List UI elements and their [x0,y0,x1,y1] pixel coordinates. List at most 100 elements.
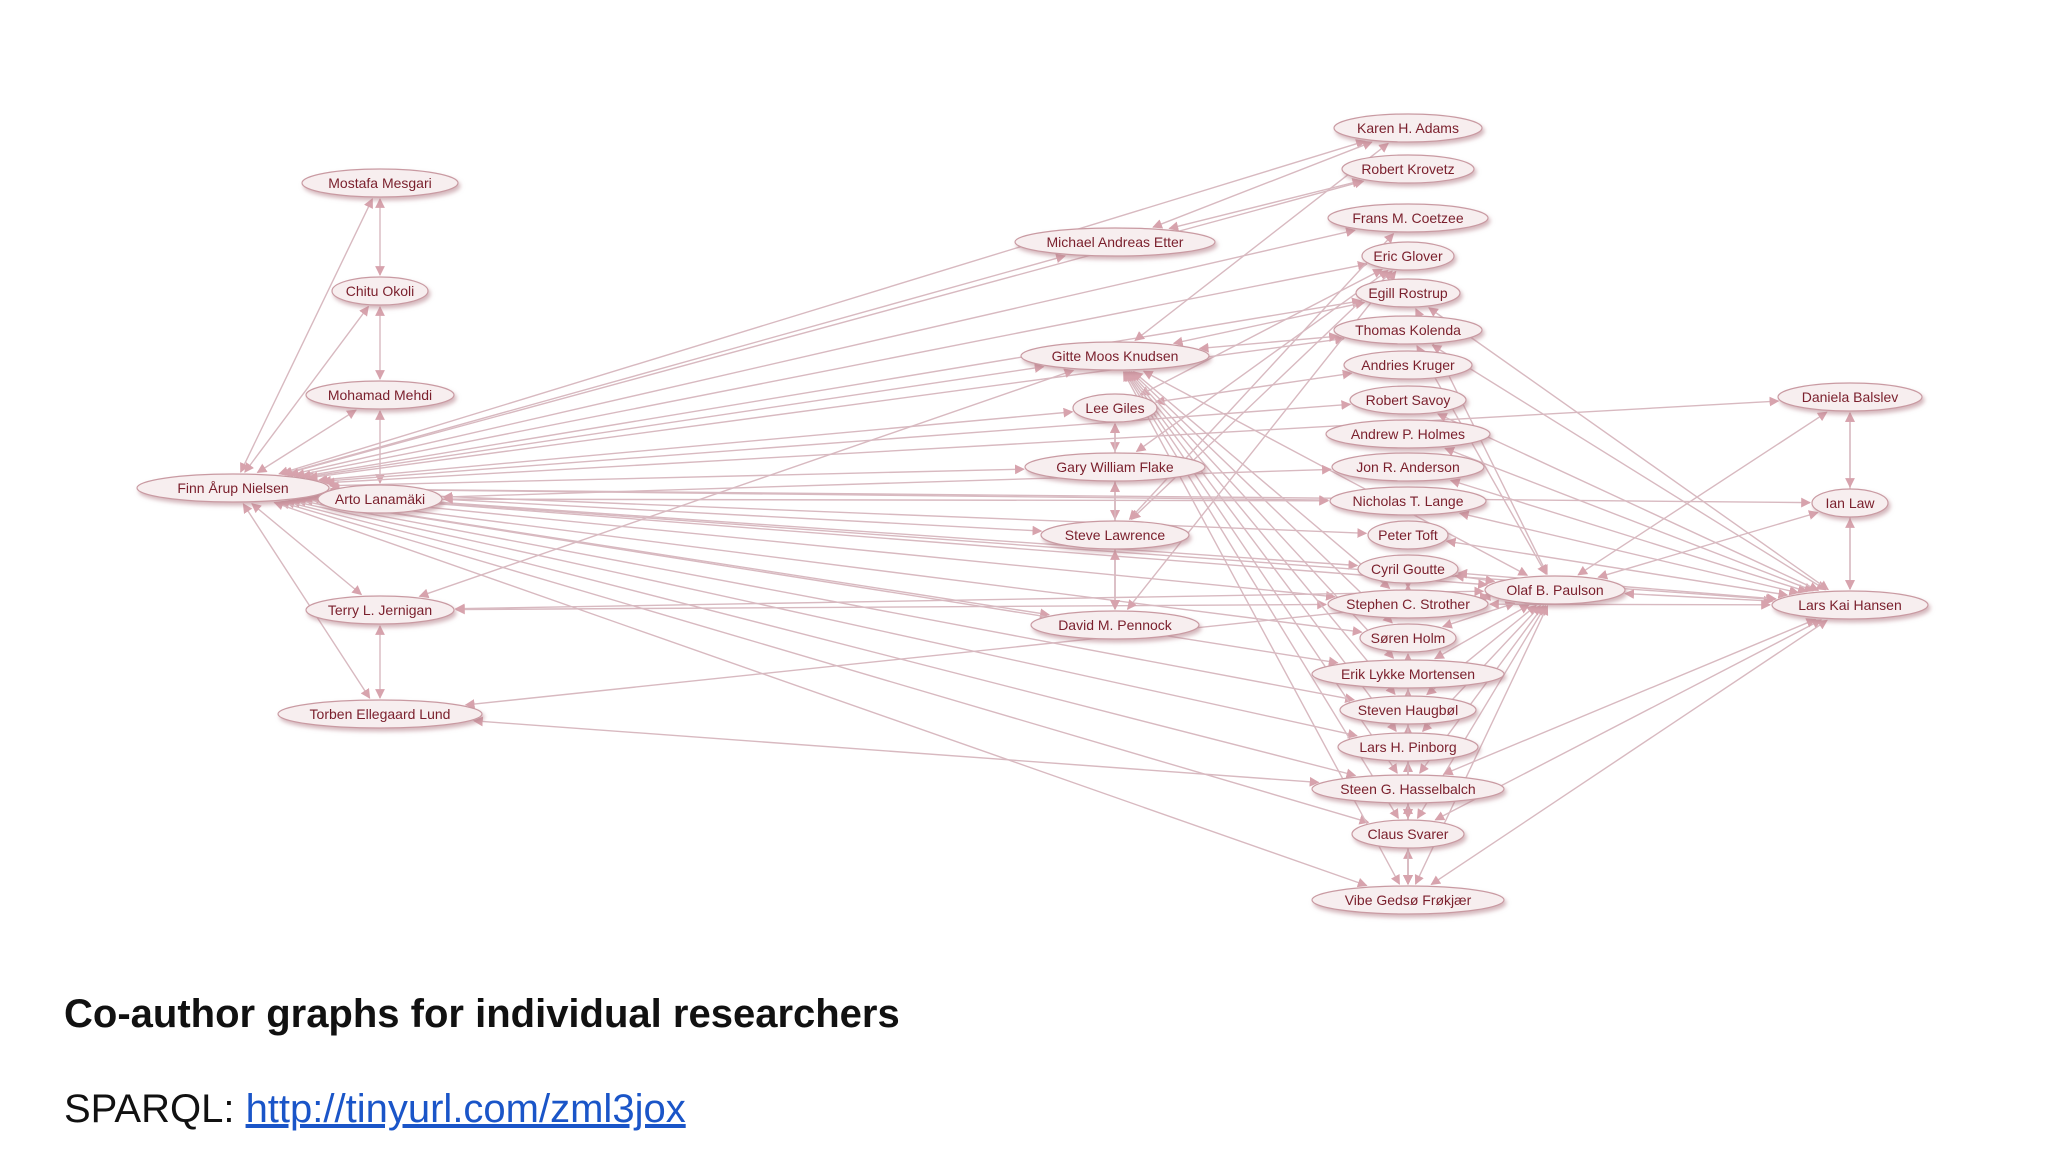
author-node-flake[interactable]: Gary William Flake [1024,452,1206,482]
author-node-label: Terry L. Jernigan [328,602,432,618]
author-node-haugbol[interactable]: Steven Haugbøl [1339,695,1477,725]
author-node-label: Nicholas T. Lange [1352,493,1463,509]
author-node-shape [301,168,459,198]
author-node-label: Erik Lykke Mortensen [1341,666,1475,682]
author-node-glover[interactable]: Eric Glover [1361,241,1455,271]
author-node-label: Arto Lanamäki [335,491,425,507]
author-node-mesgari[interactable]: Mostafa Mesgari [301,168,459,198]
coauthor-edge [1449,478,1808,594]
coauthor-edge [296,496,1356,703]
author-node-label: Daniela Balslev [1802,389,1899,405]
author-node-label: Ian Law [1825,495,1875,511]
coauthor-edge [290,497,1358,739]
coauthor-edge [442,464,1332,502]
author-node-label: Robert Savoy [1366,392,1451,408]
author-node-hasselbalch[interactable]: Steen G. Hasselbalch [1311,774,1505,804]
author-node-jernigan[interactable]: Terry L. Jernigan [305,595,455,625]
author-node-goutte[interactable]: Cyril Goutte [1357,554,1459,584]
author-node-adams[interactable]: Karen H. Adams [1333,113,1483,143]
author-node-label: Stephen C. Strother [1346,596,1470,612]
author-node-label: Torben Ellegaard Lund [310,706,451,722]
author-node-lange[interactable]: Nicholas T. Lange [1329,486,1487,516]
author-node-law[interactable]: Ian Law [1811,488,1889,518]
author-node-balslev[interactable]: Daniela Balslev [1777,382,1923,412]
author-node-shape [317,484,443,514]
author-node-label: Søren Holm [1371,630,1446,646]
author-node-holm[interactable]: Søren Holm [1359,623,1457,653]
sparql-link[interactable]: http://tinyurl.com/zml3jox [245,1087,686,1131]
author-node-hansen[interactable]: Lars Kai Hansen [1771,590,1929,620]
coauthor-edge [1428,307,1829,591]
author-node-label: Olaf B. Paulson [1506,582,1603,598]
slide-title: Co-author graphs for individual research… [64,992,900,1036]
coauthor-edge [1172,299,1366,347]
author-node-label: Thomas Kolenda [1355,322,1461,338]
coauthor-edge [443,494,1329,506]
author-node-finn[interactable]: Finn Årup Nielsen [136,473,330,503]
author-node-label: Karen H. Adams [1357,120,1459,136]
author-node-label: Andries Kruger [1361,357,1455,373]
author-node-label: Lars H. Pinborg [1359,739,1456,755]
coauthor-edge [328,464,1025,491]
author-node-label: Robert Krovetz [1361,161,1454,177]
author-node-krovetz[interactable]: Robert Krovetz [1341,154,1475,184]
author-node-label: Andrew P. Holmes [1351,426,1465,442]
author-node-shape [1811,488,1889,518]
author-node-okoli[interactable]: Chitu Okoli [331,276,429,306]
author-node-coetzee[interactable]: Frans M. Coetzee [1327,203,1489,233]
author-node-shape [1329,486,1487,516]
author-node-shape [1024,452,1206,482]
author-node-label: Lee Giles [1085,400,1144,416]
author-node-svarer[interactable]: Claus Svarer [1351,819,1465,849]
author-node-shape [305,380,455,410]
author-node-shape [1327,589,1489,619]
coauthor-edge [1489,599,1771,610]
sparql-label: SPARQL: [64,1087,235,1131]
author-node-frokjaer[interactable]: Vibe Gedsø Frøkjær [1311,885,1505,915]
author-node-toft[interactable]: Peter Toft [1367,520,1449,550]
author-node-shape [1030,610,1200,640]
author-node-knudsen[interactable]: Gitte Moos Knudsen [1020,341,1210,371]
coauthor-edge [1134,142,1389,341]
author-node-label: Steen G. Hasselbalch [1340,781,1475,797]
author-node-shape [1343,350,1473,380]
author-node-giles[interactable]: Lee Giles [1072,393,1158,423]
author-node-shape [1337,732,1479,762]
author-node-etter[interactable]: Michael Andreas Etter [1014,227,1216,257]
author-node-shape [1014,227,1216,257]
coauthor-edge [418,368,1075,599]
author-node-kolenda[interactable]: Thomas Kolenda [1333,315,1483,345]
author-node-label: Lars Kai Hansen [1798,597,1902,613]
author-node-label: Eric Glover [1373,248,1443,264]
author-node-shape [1072,393,1158,423]
coauthor-edge [240,198,373,473]
author-node-label: Jon R. Anderson [1356,459,1460,475]
author-node-anderson[interactable]: Jon R. Anderson [1331,452,1485,482]
author-node-mortensen[interactable]: Erik Lykke Mortensen [1311,659,1505,689]
author-node-lund[interactable]: Torben Ellegaard Lund [277,699,483,729]
author-node-lawrence[interactable]: Steve Lawrence [1040,520,1190,550]
author-node-shape [331,276,429,306]
author-node-shape [1333,113,1483,143]
author-node-lanamaki[interactable]: Arto Lanamäki [317,484,443,514]
author-node-pennock[interactable]: David M. Pennock [1030,610,1200,640]
coauthor-edge [472,716,1320,787]
author-node-mehdi[interactable]: Mohamad Mehdi [305,380,455,410]
coauthor-edge [1442,618,1817,776]
author-node-rostrup[interactable]: Egill Rostrup [1355,278,1461,308]
author-node-pinborg[interactable]: Lars H. Pinborg [1337,732,1479,762]
coauthor-edge [1198,332,1339,353]
author-node-label: Gitte Moos Knudsen [1052,348,1179,364]
author-node-paulson[interactable]: Olaf B. Paulson [1484,575,1626,605]
author-node-shape [1331,452,1485,482]
author-node-shape [1357,554,1459,584]
author-node-shape [136,473,330,503]
author-node-shape [1311,885,1505,915]
author-node-shape [1351,819,1465,849]
author-node-shape [1311,774,1505,804]
author-node-holmes[interactable]: Andrew P. Holmes [1325,419,1491,449]
author-node-label: Steve Lawrence [1065,527,1166,543]
author-node-strother[interactable]: Stephen C. Strother [1327,589,1489,619]
author-node-kruger[interactable]: Andries Kruger [1343,350,1473,380]
author-node-savoy[interactable]: Robert Savoy [1349,385,1467,415]
